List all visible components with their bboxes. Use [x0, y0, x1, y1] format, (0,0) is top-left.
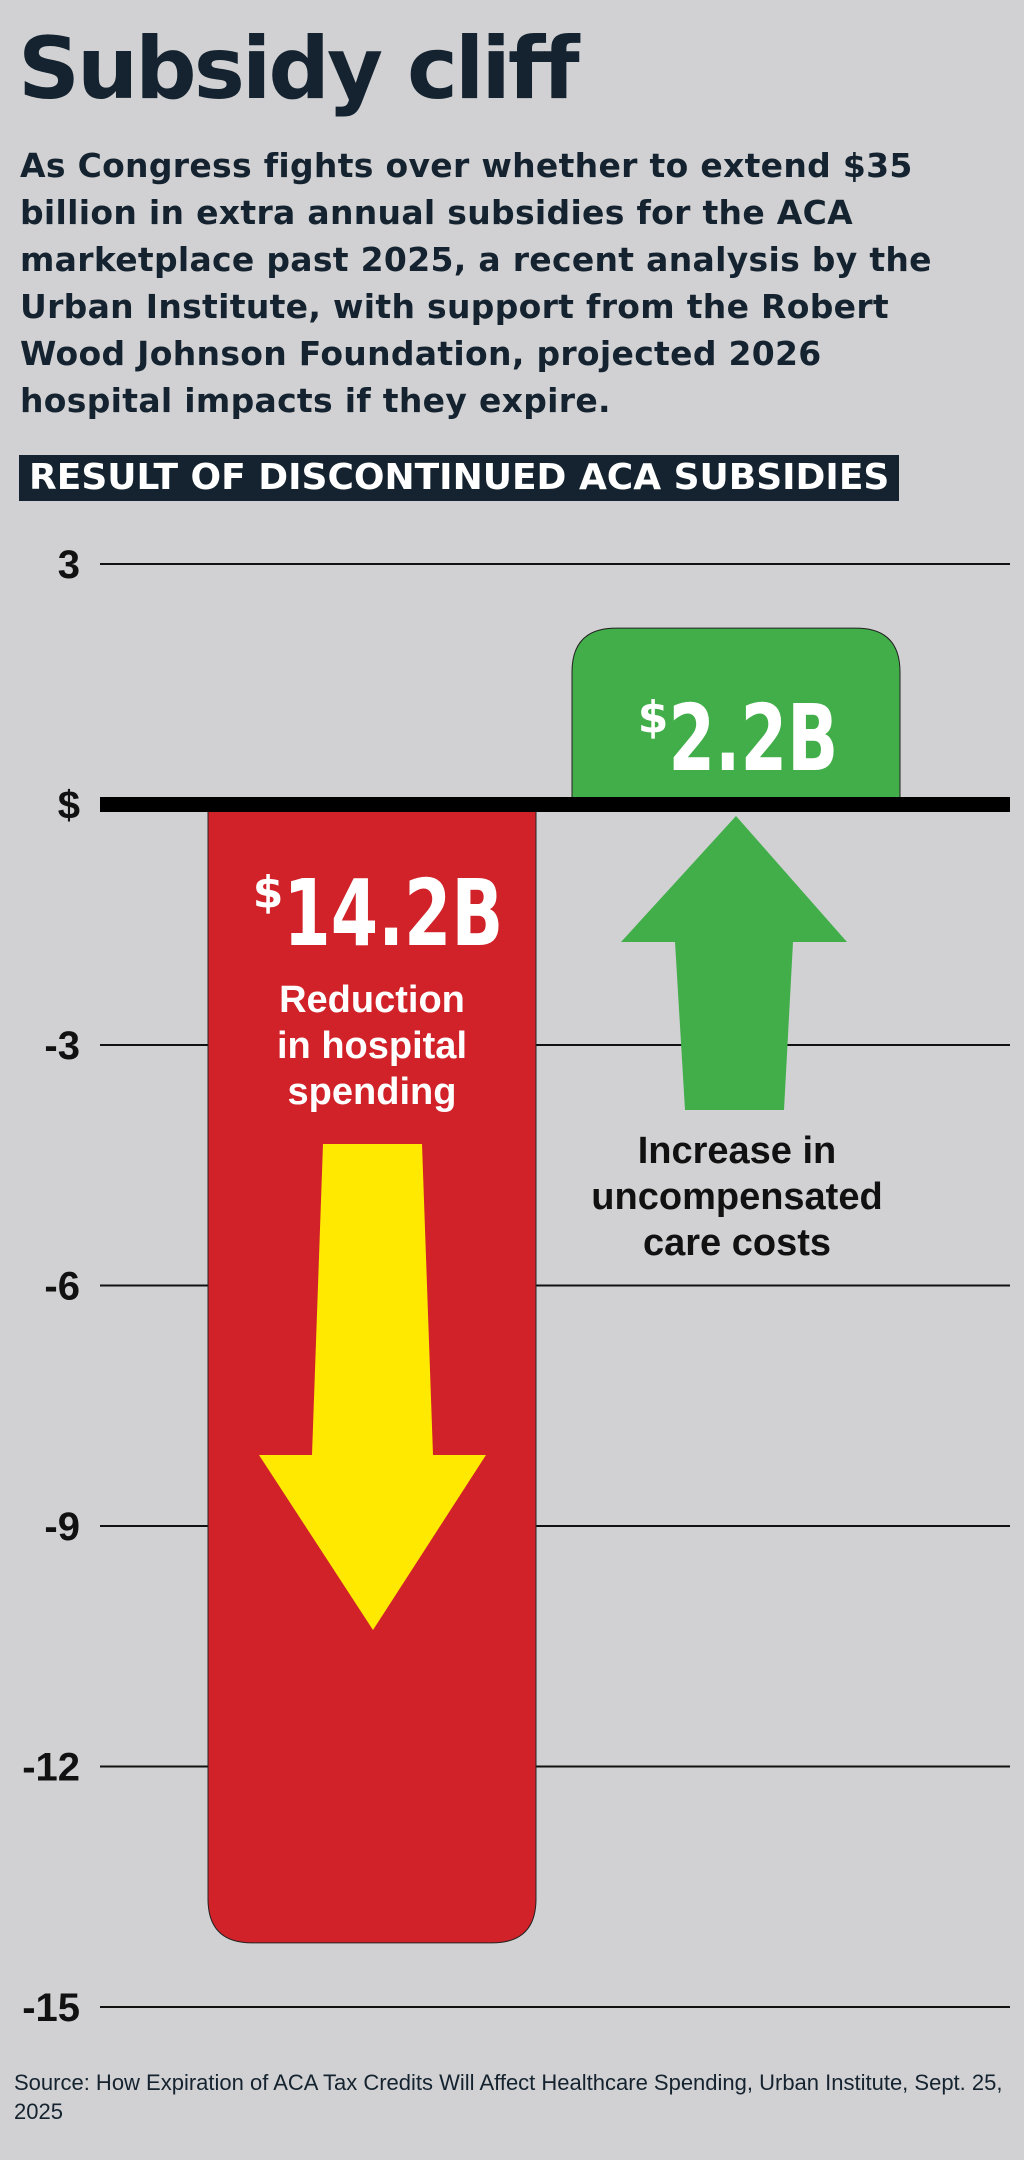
- y-tick-label: $: [58, 784, 80, 828]
- y-tick-label: -12: [22, 1746, 80, 1790]
- page-title: Subsidy cliff: [18, 19, 580, 119]
- bar-label-uncompensated-care: uncompensated: [591, 1176, 882, 1218]
- data-label-hospital-spending: $14.2B: [253, 860, 504, 967]
- y-tick-label: 3: [58, 543, 80, 587]
- y-tick-label: -6: [44, 1265, 80, 1309]
- data-label-uncompensated-care: $2.2B: [638, 685, 839, 792]
- bar-label-uncompensated-care: Increase in: [638, 1130, 837, 1172]
- bar-label-uncompensated-care: care costs: [643, 1222, 831, 1264]
- y-tick-label: -15: [22, 1986, 80, 2030]
- y-tick-label: -9: [44, 1505, 80, 1549]
- bar-label-hospital-spending: spending: [288, 1071, 457, 1113]
- chart-banner: RESULT OF DISCONTINUED ACA SUBSIDIES: [19, 455, 900, 501]
- up-arrow-icon: [621, 816, 847, 1110]
- intro-paragraph: As Congress fights over whether to exten…: [20, 146, 932, 420]
- source-note: Source: How Expiration of ACA Tax Credit…: [14, 2070, 1003, 2124]
- bar-label-hospital-spending: Reduction: [279, 979, 465, 1021]
- bar-label-hospital-spending: in hospital: [277, 1025, 467, 1067]
- y-tick-label: -3: [44, 1024, 80, 1068]
- bar-uncompensated-care: [571, 627, 901, 805]
- down-arrow-icon: [259, 1144, 486, 1630]
